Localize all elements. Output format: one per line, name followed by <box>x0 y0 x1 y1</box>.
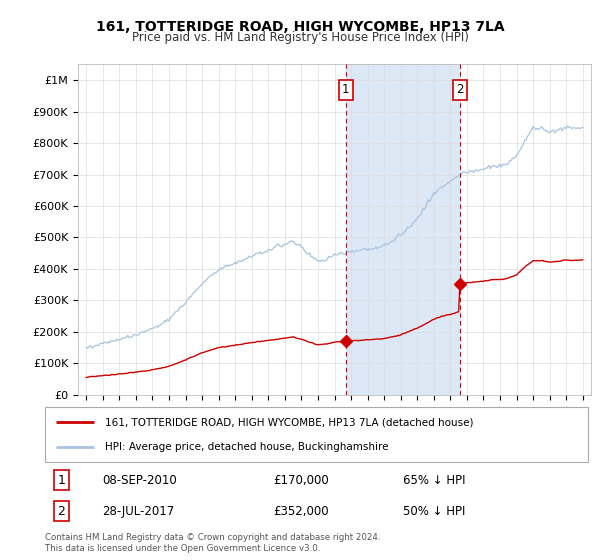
FancyBboxPatch shape <box>45 407 588 462</box>
Text: 161, TOTTERIDGE ROAD, HIGH WYCOMBE, HP13 7LA: 161, TOTTERIDGE ROAD, HIGH WYCOMBE, HP13… <box>95 20 505 34</box>
Text: 2: 2 <box>456 83 464 96</box>
Text: 50% ↓ HPI: 50% ↓ HPI <box>403 505 466 517</box>
Bar <box>346 64 460 395</box>
Text: 2: 2 <box>58 505 65 517</box>
Text: £352,000: £352,000 <box>273 505 329 517</box>
Text: 28-JUL-2017: 28-JUL-2017 <box>102 505 174 517</box>
Text: Contains HM Land Registry data © Crown copyright and database right 2024.
This d: Contains HM Land Registry data © Crown c… <box>45 533 380 553</box>
Text: 1: 1 <box>58 474 65 487</box>
Text: £170,000: £170,000 <box>273 474 329 487</box>
Text: 65% ↓ HPI: 65% ↓ HPI <box>403 474 466 487</box>
Text: HPI: Average price, detached house, Buckinghamshire: HPI: Average price, detached house, Buck… <box>105 442 388 451</box>
Text: Price paid vs. HM Land Registry's House Price Index (HPI): Price paid vs. HM Land Registry's House … <box>131 31 469 44</box>
Text: 161, TOTTERIDGE ROAD, HIGH WYCOMBE, HP13 7LA (detached house): 161, TOTTERIDGE ROAD, HIGH WYCOMBE, HP13… <box>105 418 473 427</box>
Text: 1: 1 <box>342 83 350 96</box>
Text: 08-SEP-2010: 08-SEP-2010 <box>102 474 177 487</box>
